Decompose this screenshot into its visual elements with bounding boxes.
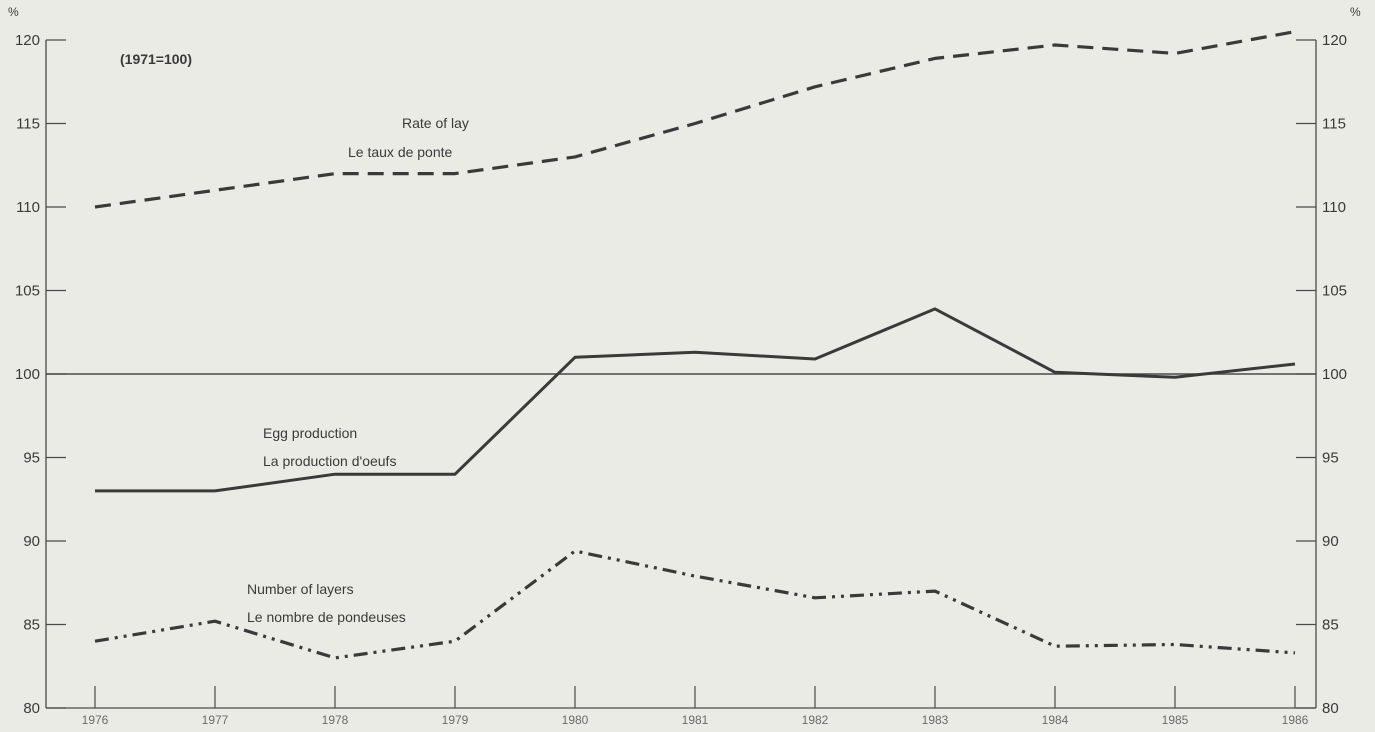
rate-of-lay-label-fr: Le taux de ponte (348, 144, 453, 160)
y-tick-label-right: 120 (1322, 32, 1347, 49)
y-tick-label-right: 100 (1322, 366, 1347, 383)
y-tick-label-right: 115 (1322, 116, 1346, 133)
y-tick-label-left: 85 (23, 617, 40, 634)
y-tick-label-right: 85 (1322, 617, 1339, 634)
series-group (94, 30, 1296, 660)
axes: 80 80 85 85 90 90 95 95 100 100 105 105 110 110 115 115… (15, 32, 1347, 727)
left-unit-label: % (8, 5, 19, 19)
rate-of-lay-label-en: Rate of lay (402, 115, 469, 131)
x-tick-label: 1978 (322, 713, 349, 727)
x-tick-label: 1977 (202, 713, 229, 727)
y-tick-label-left: 115 (16, 116, 40, 133)
x-tick-label: 1981 (682, 713, 709, 727)
right-unit-label: % (1350, 5, 1361, 19)
y-tick-label-left: 110 (16, 199, 40, 216)
y-tick-label-right: 110 (1322, 199, 1346, 216)
y-tick-label-left: 95 (23, 450, 40, 467)
y-tick-label-left: 80 (23, 700, 40, 717)
y-tick-label-left: 90 (23, 533, 40, 550)
x-tick-label: 1980 (562, 713, 589, 727)
labels-group: (1971=100) % % Rate of lay Le taux de po… (8, 5, 1361, 625)
x-tick-label: 1982 (802, 713, 829, 727)
x-tick-label: 1976 (82, 713, 109, 727)
base-year-note: (1971=100) (120, 51, 192, 67)
series-line-number-of-layers (94, 549, 1296, 660)
x-tick-label: 1979 (442, 713, 469, 727)
y-tick-label-right: 80 (1322, 700, 1339, 717)
y-tick-label-right: 95 (1322, 450, 1339, 467)
x-tick-label: 1985 (1162, 713, 1189, 727)
egg-production-label-en: Egg production (263, 425, 357, 441)
y-tick-label-left: 105 (15, 283, 40, 300)
x-tick-label: 1984 (1042, 713, 1069, 727)
series-line-rate-of-lay (94, 30, 1296, 209)
x-tick-label: 1983 (922, 713, 949, 727)
x-tick-label: 1986 (1282, 713, 1309, 727)
y-tick-label-right: 90 (1322, 533, 1339, 550)
egg-production-label-fr: La production d'oeufs (263, 453, 396, 469)
number-of-layers-label-en: Number of layers (247, 581, 354, 597)
y-tick-label-left: 120 (15, 32, 40, 49)
y-tick-label-right: 105 (1322, 283, 1347, 300)
y-tick-label-left: 100 (15, 366, 40, 383)
number-of-layers-label-fr: Le nombre de pondeuses (247, 609, 406, 625)
